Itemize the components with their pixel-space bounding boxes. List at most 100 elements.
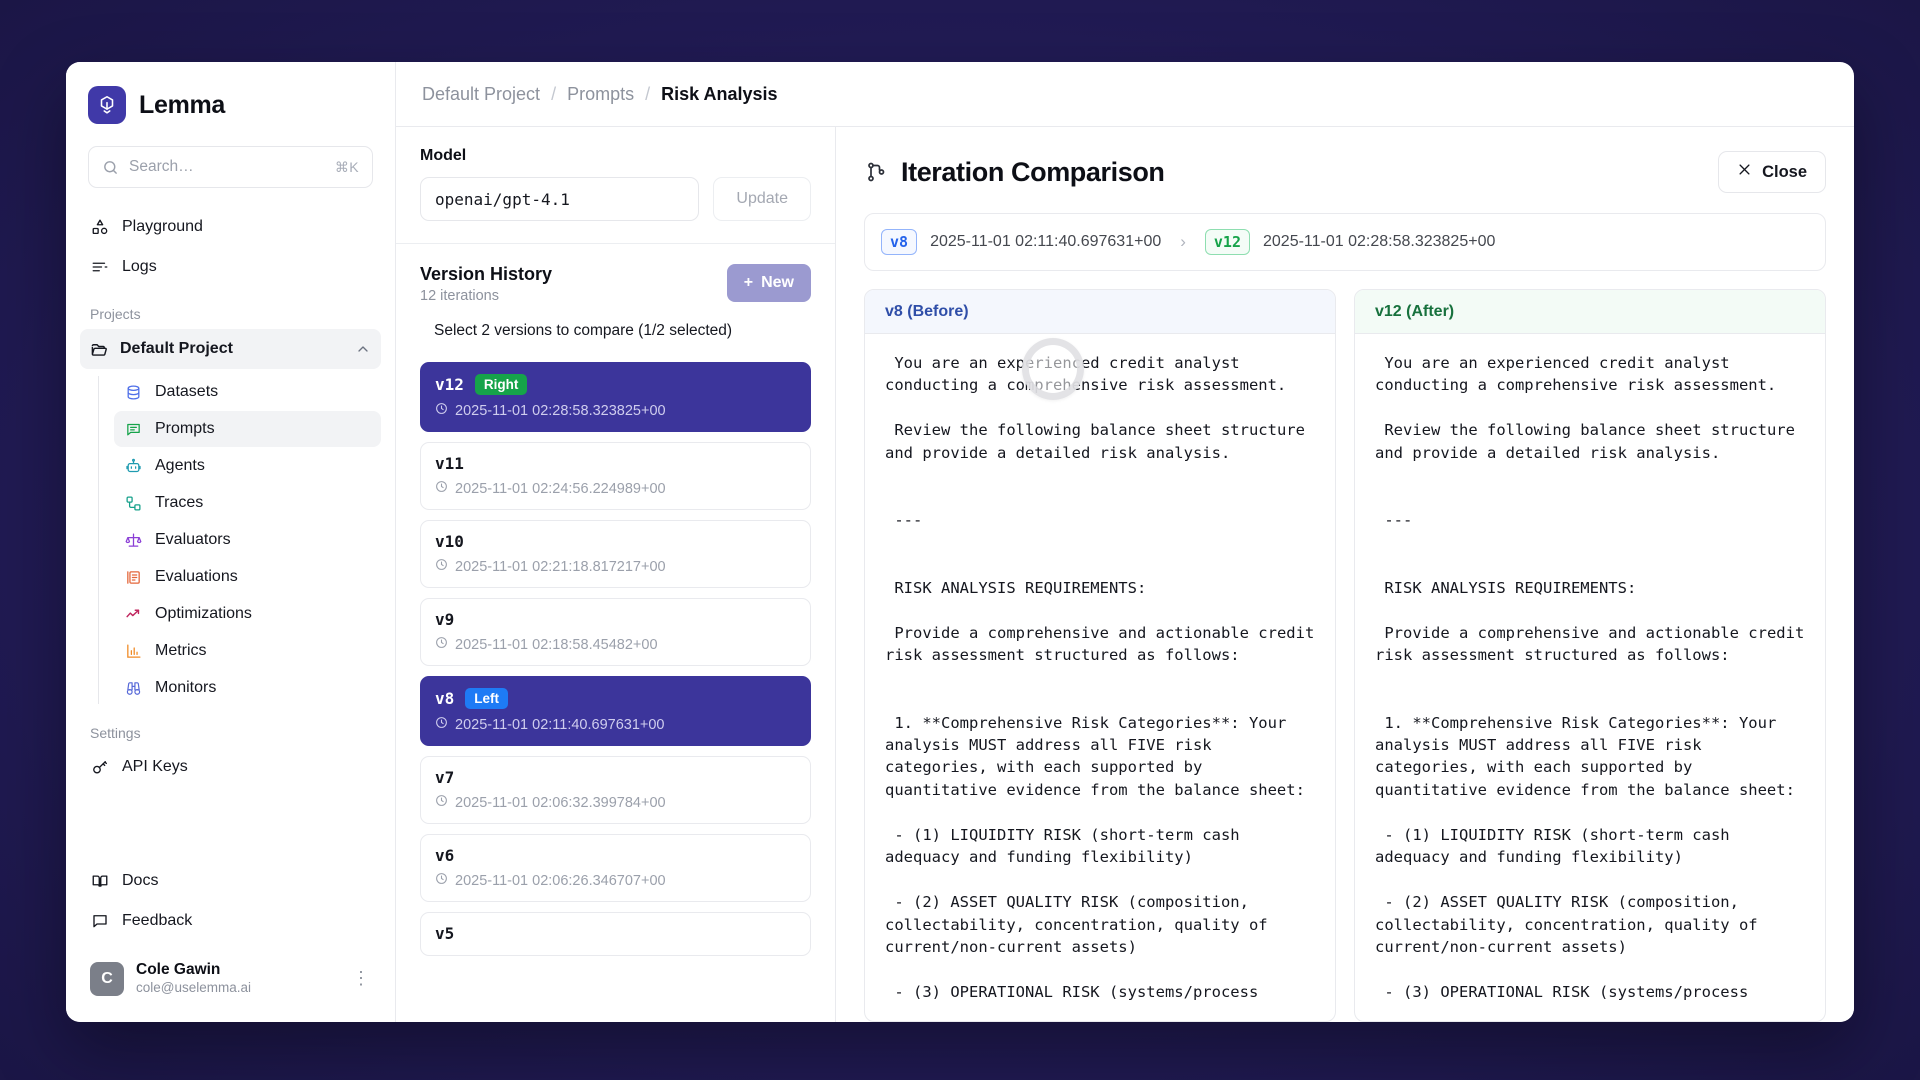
sidebar-item-label: Datasets <box>155 383 219 400</box>
version-timestamp: 2025-11-01 02:06:26.346707+00 <box>455 872 666 889</box>
clock-icon <box>435 872 448 889</box>
robot-icon <box>124 457 143 476</box>
sidebar-item-evaluators[interactable]: Evaluators <box>114 522 381 558</box>
sidebar-nav: Playground Logs Projects Default Project <box>66 208 395 862</box>
sidebar-section-projects: Projects <box>90 306 141 322</box>
breadcrumb-item-prompts[interactable]: Prompts <box>567 83 635 104</box>
sidebar-item-label: Logs <box>122 258 157 275</box>
version-name: v8 <box>435 689 455 708</box>
sidebar-item-api-keys[interactable]: API Keys <box>80 748 381 786</box>
sidebar-item-label: Docs <box>122 871 159 889</box>
version-history-title: Version History <box>420 264 553 284</box>
breadcrumb: Default Project / Prompts / Risk Analysi… <box>396 62 1854 127</box>
version-card-v7[interactable]: v7 2025-11-01 02:06:32.399784+00 <box>420 756 811 824</box>
book-icon <box>90 871 110 891</box>
left-version-chip: v8 <box>881 229 918 255</box>
app-window: Lemma Search… ⌘K Playground Logs <box>66 62 1854 1022</box>
brand: Lemma <box>66 62 395 142</box>
sidebar-item-monitors[interactable]: Monitors <box>114 670 381 706</box>
sidebar-item-label: Playground <box>122 218 203 235</box>
sidebar-item-logs[interactable]: Logs <box>80 248 381 286</box>
search-input[interactable]: Search… ⌘K <box>88 146 373 188</box>
right-version-timestamp: 2025-11-01 02:28:58.323825+00 <box>1263 233 1496 250</box>
chat-bubble-icon <box>90 911 110 931</box>
sidebar-item-traces[interactable]: Traces <box>114 485 381 521</box>
database-icon <box>124 383 143 402</box>
sidebar-item-label: Optimizations <box>155 605 252 622</box>
compare-branches-icon <box>864 160 888 184</box>
version-history-subtitle: 12 iterations <box>420 288 499 304</box>
plus-icon: + <box>743 274 754 291</box>
version-timestamp: 2025-11-01 02:11:40.697631+00 <box>455 716 665 733</box>
close-label: Close <box>1762 162 1807 181</box>
chevron-right-icon: › <box>1180 232 1186 251</box>
new-version-label: New <box>761 274 794 291</box>
sidebar-item-agents[interactable]: Agents <box>114 448 381 484</box>
sidebar-item-evaluations[interactable]: Evaluations <box>114 559 381 595</box>
version-card-v8[interactable]: v8 Left 2025-11-01 02:11:40.697631+00 <box>420 676 811 746</box>
version-card-v12[interactable]: v12 Right 2025-11-01 02:28:58.323825+00 <box>420 362 811 432</box>
sidebar-project-label: Default Project <box>120 340 233 357</box>
chevron-up-icon[interactable] <box>355 341 371 357</box>
sidebar-item-metrics[interactable]: Metrics <box>114 633 381 669</box>
version-card-v11[interactable]: v11 2025-11-01 02:24:56.224989+00 <box>420 442 811 510</box>
version-card-v10[interactable]: v10 2025-11-01 02:21:18.817217+00 <box>420 520 811 588</box>
trend-up-icon <box>124 605 143 624</box>
breadcrumb-separator: / <box>645 83 651 104</box>
version-timestamp: 2025-11-01 02:21:18.817217+00 <box>455 558 666 575</box>
sidebar-item-label: Evaluators <box>155 531 231 548</box>
close-icon <box>1737 162 1752 182</box>
version-list[interactable]: v12 Right 2025-11-01 02:28:58.323825+00 <box>396 362 835 1022</box>
sidebar-item-datasets[interactable]: Datasets <box>114 374 381 410</box>
version-badge: Left <box>465 688 509 709</box>
diff-header-after: v12 (After) <box>1355 290 1825 334</box>
search-shortcut: ⌘K <box>334 158 359 175</box>
sidebar-item-label: Prompts <box>155 420 215 437</box>
close-button[interactable]: Close <box>1718 151 1826 193</box>
sidebar-item-feedback[interactable]: Feedback <box>80 902 381 940</box>
version-name: v10 <box>435 532 464 551</box>
sidebar-item-docs[interactable]: Docs <box>80 862 381 900</box>
folder-open-icon <box>90 340 109 359</box>
version-name: v12 <box>435 375 464 394</box>
sidebar-item-label: API Keys <box>122 758 188 775</box>
sidebar-item-optimizations[interactable]: Optimizations <box>114 596 381 632</box>
version-timestamp: 2025-11-01 02:24:56.224989+00 <box>455 480 666 497</box>
version-name: v9 <box>435 610 455 629</box>
diff-text-before[interactable]: You are an experienced credit analyst co… <box>885 354 1315 1002</box>
shapes-icon <box>90 217 110 237</box>
version-card-v5[interactable]: v5 <box>420 912 811 956</box>
brand-name: Lemma <box>139 90 226 119</box>
diff-header-before: v8 (Before) <box>865 290 1335 334</box>
select-versions-hint: Select 2 versions to compare (1/2 select… <box>434 322 733 339</box>
clock-icon <box>435 558 448 575</box>
model-input[interactable]: openai/gpt-4.1 <box>420 177 700 221</box>
version-timestamp: 2025-11-01 02:28:58.323825+00 <box>455 402 666 419</box>
diff-row: v8 (Before) You are an experienced credi… <box>836 271 1854 1022</box>
kebab-menu-icon[interactable]: ⋮ <box>352 968 371 989</box>
right-version-chip: v12 <box>1204 229 1250 255</box>
sidebar-item-label: Metrics <box>155 642 207 659</box>
clock-icon <box>435 636 448 653</box>
version-name: v7 <box>435 768 455 787</box>
breadcrumb-item-project[interactable]: Default Project <box>422 83 541 104</box>
sidebar-item-prompts[interactable]: Prompts <box>114 411 381 447</box>
key-icon <box>90 757 110 777</box>
new-version-button[interactable]: + New <box>726 264 811 302</box>
diff-text-after[interactable]: You are an experienced credit analyst co… <box>1375 354 1805 1002</box>
search-icon <box>102 159 119 176</box>
bar-chart-icon <box>124 642 143 661</box>
sidebar-item-playground[interactable]: Playground <box>80 208 381 246</box>
nodes-icon <box>124 494 143 513</box>
main-column: Default Project / Prompts / Risk Analysi… <box>396 62 1854 1022</box>
version-card-v9[interactable]: v9 2025-11-01 02:18:58.45482+00 <box>420 598 811 666</box>
update-button[interactable]: Update <box>713 177 811 221</box>
sidebar-item-default-project[interactable]: Default Project <box>80 329 381 369</box>
user-name: Cole Gawin <box>136 960 221 978</box>
user-email: cole@uselemma.ai <box>136 980 252 996</box>
model-label: Model <box>420 147 467 164</box>
breadcrumb-item-current: Risk Analysis <box>661 83 778 104</box>
user-card[interactable]: C Cole Gawin cole@uselemma.ai ⋮ <box>80 952 381 1006</box>
version-card-v6[interactable]: v6 2025-11-01 02:06:26.346707+00 <box>420 834 811 902</box>
breadcrumb-separator: / <box>551 83 557 104</box>
